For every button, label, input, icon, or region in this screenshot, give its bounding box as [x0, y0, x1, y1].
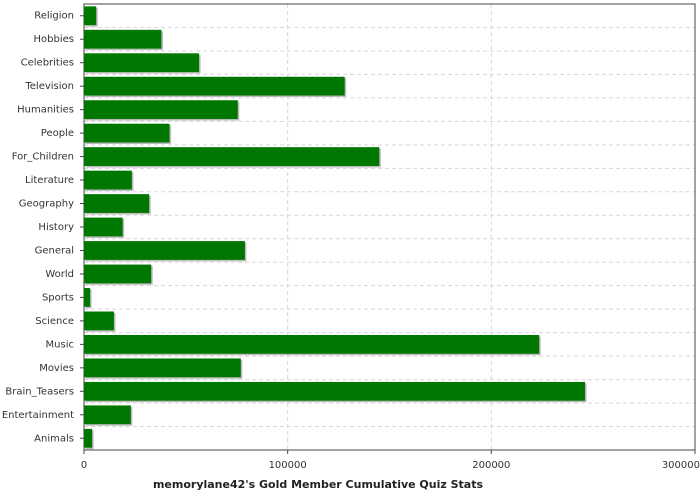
bar [84, 358, 241, 378]
y-tick-label: Geography [19, 199, 74, 210]
y-tick-label: Music [46, 339, 74, 350]
y-tick-label: Celebrities [21, 58, 74, 69]
y-tick-label: People [41, 128, 74, 139]
bar [84, 123, 170, 143]
bar [84, 6, 97, 26]
bar [84, 76, 345, 96]
bar [84, 53, 200, 73]
y-tick-label: Science [35, 316, 74, 327]
y-tick-label: Hobbies [34, 34, 74, 45]
bar [84, 170, 132, 190]
bar [84, 288, 91, 307]
y-tick-label: Television [24, 81, 74, 92]
bar [84, 194, 150, 213]
bar [84, 405, 131, 425]
y-tick-label: Literature [25, 175, 74, 186]
x-tick-label: 300000 [662, 460, 700, 471]
bar [84, 311, 114, 331]
y-tick-label: World [45, 269, 74, 280]
y-tick-label: General [35, 245, 74, 256]
y-tick-label: History [38, 222, 74, 233]
y-tick-label: Sports [42, 292, 74, 303]
y-tick-label: Movies [39, 363, 74, 374]
x-tick-label: 200000 [472, 460, 510, 471]
bar [84, 241, 245, 260]
chart-title: memorylane42's Gold Member Cumulative Qu… [153, 478, 484, 491]
bar [84, 100, 238, 120]
bar [84, 334, 540, 354]
y-tick-label: Animals [34, 433, 74, 444]
x-tick-label: 0 [81, 460, 87, 471]
y-tick-label: Humanities [17, 105, 74, 116]
bar [84, 147, 380, 166]
y-tick-label: For_Children [12, 152, 74, 163]
bar [84, 264, 152, 284]
bar [84, 381, 586, 401]
y-tick-label: Brain_Teasers [5, 386, 74, 397]
x-tick-label: 100000 [269, 460, 307, 471]
y-tick-label: Religion [34, 11, 74, 22]
bar [84, 29, 162, 49]
bar [84, 428, 93, 448]
bar [84, 217, 123, 237]
y-tick-label: Entertainment [2, 410, 74, 421]
